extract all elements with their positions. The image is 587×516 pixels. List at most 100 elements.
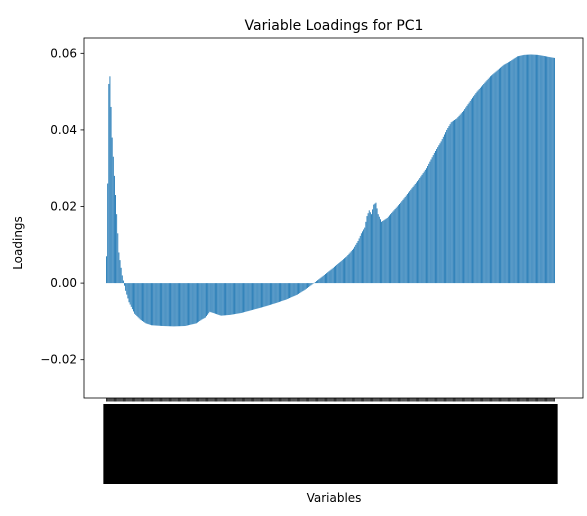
bar-251: [387, 216, 389, 284]
bar-355: [504, 64, 506, 284]
bar-381: [533, 54, 535, 284]
bar-383: [536, 54, 537, 284]
bar-13: [120, 267, 122, 284]
bar-148: [272, 283, 274, 305]
bar-5: [111, 137, 113, 284]
bar-138: [261, 283, 262, 308]
bar-241: [376, 208, 378, 284]
bar-243: [378, 216, 380, 284]
bar-149: [273, 283, 275, 304]
bar-147: [271, 283, 273, 305]
bars-group: [106, 54, 555, 327]
bar-100: [218, 283, 220, 315]
bar-139: [262, 283, 264, 308]
bar-224: [357, 240, 359, 284]
bar-340: [487, 78, 489, 284]
bar-47: [158, 283, 160, 326]
bar-288: [429, 161, 431, 284]
bar-71: [185, 283, 187, 326]
bar-258: [395, 207, 397, 284]
bar-212: [344, 258, 345, 284]
bar-81: [197, 283, 198, 323]
bar-2: [108, 83, 110, 284]
bar-61: [174, 283, 176, 327]
bar-332: [478, 89, 480, 284]
bar-254: [391, 212, 393, 284]
bar-245: [381, 221, 383, 284]
bar-143: [266, 283, 268, 306]
bar-278: [418, 179, 420, 284]
bar-336: [483, 83, 485, 284]
bar-390: [543, 56, 545, 284]
bar-308: [451, 121, 453, 284]
bar-253: [390, 214, 391, 284]
bar-330: [476, 91, 478, 284]
bar-240: [375, 202, 377, 284]
bar-354: [503, 64, 505, 284]
bar-314: [458, 115, 460, 284]
bar-98: [216, 283, 218, 315]
bar-192: [321, 276, 323, 284]
bar-118: [238, 283, 240, 314]
bar-374: [525, 54, 527, 284]
bar-217: [349, 252, 351, 284]
bar-310: [454, 119, 455, 284]
bar-371: [522, 55, 524, 284]
bar-399: [553, 57, 555, 284]
bar-379: [531, 54, 533, 284]
bar-43: [154, 283, 156, 326]
bar-351: [500, 67, 502, 284]
bar-125: [246, 283, 248, 312]
x-tick-label-399: [551, 404, 558, 484]
bar-202: [332, 267, 334, 284]
bar-372: [523, 54, 525, 284]
bar-231: [365, 221, 367, 284]
bar-345: [493, 73, 495, 284]
bar-80: [195, 283, 197, 324]
bar-199: [329, 270, 331, 284]
bar-238: [373, 204, 375, 284]
bar-292: [433, 152, 435, 284]
bar-337: [484, 82, 486, 284]
bar-385: [538, 55, 540, 284]
bar-266: [404, 196, 406, 284]
bar-282: [422, 173, 424, 284]
bar-193: [322, 275, 324, 284]
plot-frame: [83, 37, 584, 399]
bar-73: [188, 283, 189, 326]
bar-207: [338, 263, 340, 284]
bar-53: [165, 283, 167, 327]
bar-375: [527, 54, 528, 284]
bar-227: [360, 233, 362, 284]
bar-201: [331, 268, 333, 284]
bar-120: [240, 283, 242, 313]
bar-366: [516, 56, 518, 284]
bar-348: [496, 70, 498, 284]
bar-234: [368, 210, 370, 284]
bar-76: [191, 283, 193, 325]
bar-22: [130, 283, 132, 307]
bar-326: [472, 97, 473, 284]
bar-124: [245, 283, 247, 312]
bar-34: [144, 283, 146, 323]
bar-191: [320, 277, 322, 284]
bar-129: [250, 283, 252, 311]
bar-369: [520, 55, 522, 284]
bar-178: [305, 283, 307, 289]
bar-208: [339, 262, 341, 284]
bar-315: [459, 114, 461, 284]
bar-327: [473, 96, 475, 284]
bar-256: [393, 210, 395, 284]
bar-277: [417, 181, 418, 284]
bar-205: [336, 264, 338, 284]
bar-1: [107, 183, 109, 284]
bar-65: [179, 283, 180, 327]
bar-274: [413, 185, 415, 284]
bar-291: [432, 155, 434, 284]
bar-269: [408, 192, 409, 284]
bar-163: [289, 283, 290, 299]
bar-275: [414, 184, 416, 284]
bar-363: [513, 58, 515, 284]
bar-349: [497, 69, 499, 284]
bar-252: [388, 215, 390, 284]
